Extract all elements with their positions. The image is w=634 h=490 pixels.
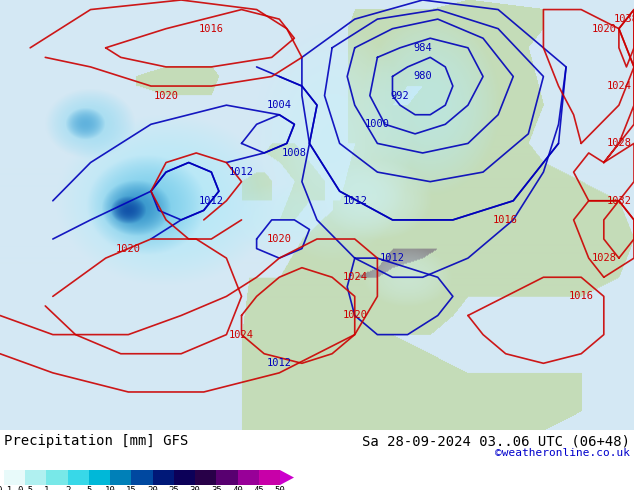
Text: 1024: 1024: [342, 272, 367, 282]
Text: 1008: 1008: [282, 148, 307, 158]
Text: 1016: 1016: [569, 292, 593, 301]
Text: 20: 20: [147, 486, 158, 490]
Bar: [195, 470, 216, 485]
Text: 1: 1: [44, 486, 49, 490]
Text: 1020: 1020: [342, 311, 367, 320]
Bar: [259, 470, 280, 485]
Text: 1020: 1020: [116, 244, 141, 253]
Bar: [4, 470, 25, 485]
Text: 45: 45: [254, 486, 264, 490]
Text: 5: 5: [86, 486, 91, 490]
Text: 1028: 1028: [606, 138, 631, 148]
Text: ©weatheronline.co.uk: ©weatheronline.co.uk: [495, 448, 630, 458]
Polygon shape: [280, 470, 294, 485]
Text: 1012: 1012: [267, 358, 292, 368]
Bar: [89, 470, 110, 485]
Text: 1012: 1012: [380, 253, 405, 263]
Bar: [238, 470, 259, 485]
Text: 1024: 1024: [229, 330, 254, 340]
Text: 15: 15: [126, 486, 137, 490]
Text: 1038: 1038: [614, 14, 634, 24]
Text: 980: 980: [413, 72, 432, 81]
Text: 40: 40: [232, 486, 243, 490]
Text: 1024: 1024: [606, 81, 631, 91]
Text: 1016: 1016: [199, 24, 224, 34]
Bar: [216, 470, 238, 485]
Text: 0.1: 0.1: [0, 486, 12, 490]
Text: 25: 25: [169, 486, 179, 490]
Bar: [153, 470, 174, 485]
Text: 984: 984: [413, 43, 432, 53]
Text: 1020: 1020: [153, 91, 179, 100]
Bar: [131, 470, 153, 485]
Text: 1032: 1032: [606, 196, 631, 206]
Text: 992: 992: [391, 91, 410, 100]
Text: 50: 50: [275, 486, 285, 490]
Text: 1012: 1012: [229, 167, 254, 177]
Text: 1004: 1004: [267, 100, 292, 110]
Text: 35: 35: [211, 486, 222, 490]
Text: 1012: 1012: [199, 196, 224, 206]
Bar: [46, 470, 68, 485]
Text: 1020: 1020: [267, 234, 292, 244]
Text: Sa 28-09-2024 03..06 UTC (06+48): Sa 28-09-2024 03..06 UTC (06+48): [362, 434, 630, 448]
Text: 1028: 1028: [592, 253, 616, 263]
Text: 1020: 1020: [592, 24, 616, 34]
Bar: [68, 470, 89, 485]
Bar: [174, 470, 195, 485]
Bar: [25, 470, 46, 485]
Text: 1012: 1012: [342, 196, 367, 206]
Text: 10: 10: [105, 486, 115, 490]
Text: 30: 30: [190, 486, 200, 490]
Bar: [110, 470, 131, 485]
Text: 1016: 1016: [493, 215, 518, 225]
Text: 1000: 1000: [365, 119, 390, 129]
Text: Precipitation [mm] GFS: Precipitation [mm] GFS: [4, 434, 188, 448]
Text: 0.5: 0.5: [17, 486, 34, 490]
Text: 2: 2: [65, 486, 70, 490]
